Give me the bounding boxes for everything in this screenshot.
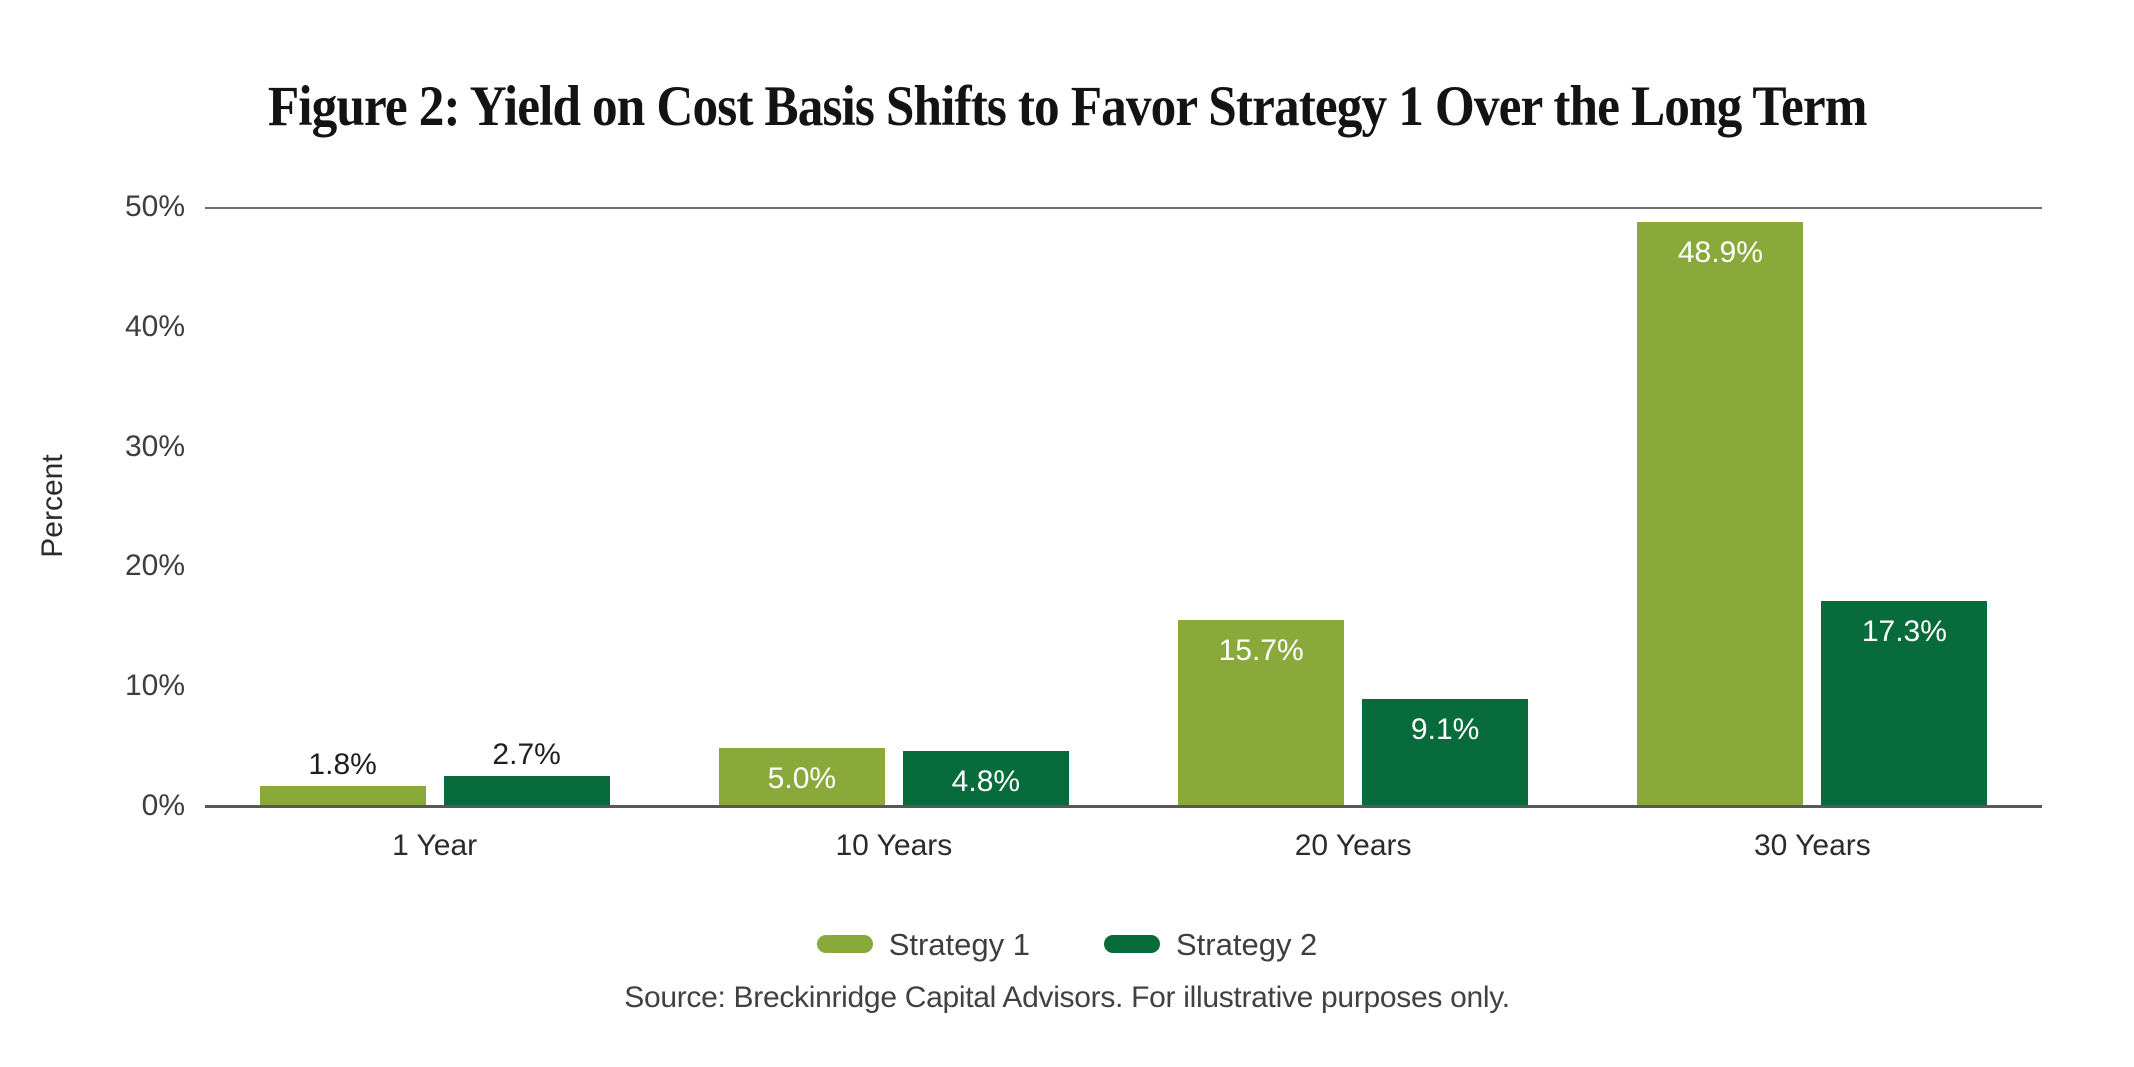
x-axis-line — [205, 805, 2042, 808]
y-tick-label: 0% — [141, 789, 185, 822]
chart-title-row: Figure 2: Yield on Cost Basis Shifts to … — [0, 75, 2134, 139]
legend: Strategy 1 Strategy 2 — [0, 922, 2134, 966]
source-note: Source: Breckinridge Capital Advisors. F… — [624, 981, 1510, 1014]
bar-strategy-2-10-years: 4.8% — [902, 750, 1069, 808]
bar-strategy-2-30-years: 17.3% — [1821, 600, 1988, 808]
y-tick-label: 50% — [124, 190, 185, 223]
strategy-2-swatch — [1104, 935, 1160, 953]
bar-value-label: 17.3% — [1861, 614, 1947, 648]
strategy-1-swatch — [816, 935, 873, 953]
y-tick-label: 30% — [124, 429, 185, 463]
x-category-label: 30 Years — [1753, 829, 1871, 862]
bar-value-label: 2.7% — [492, 737, 561, 771]
bar-value-label: 15.7% — [1218, 633, 1304, 667]
bar-value-label: 5.0% — [767, 762, 837, 796]
legend-item-strategy-1: Strategy 1 — [816, 926, 1030, 962]
bar-value-label: 1.8% — [308, 748, 377, 782]
bar-strategy-2-20-years: 9.1% — [1362, 698, 1529, 808]
legend-label-strategy-2: Strategy 2 — [1176, 926, 1318, 962]
bar-strategy-1-30-years: 48.9% — [1637, 222, 1804, 808]
legend-item-strategy-2: Strategy 2 — [1104, 929, 1317, 960]
plot-area: 1.8% 2.7% 5.0% 4.8% 15.7% 9.1% 48.9% 17.3% — [205, 207, 2042, 808]
y-tick-label: 10% — [124, 669, 185, 703]
bar-value-label: 4.8% — [951, 764, 1021, 798]
x-category-label: 20 Years — [1294, 829, 1412, 862]
x-category-label: 1 Year — [392, 829, 478, 862]
chart-title: Figure 2: Yield on Cost Basis Shifts to … — [267, 75, 1868, 138]
bar-strategy-1-10-years: 5.0% — [718, 748, 885, 808]
x-category-label: 10 Years — [835, 829, 953, 862]
bar-strategy-2-1-year: 2.7% — [443, 738, 610, 808]
y-tick-label: 40% — [124, 309, 185, 343]
bar-value-label: 48.9% — [1677, 236, 1763, 270]
bar-value-label: 9.1% — [1410, 712, 1480, 746]
legend-label-strategy-1: Strategy 1 — [888, 926, 1030, 962]
bar-strategy-1-1-year: 1.8% — [259, 748, 426, 808]
y-tick-label: 20% — [124, 549, 185, 583]
bar-strategy-1-20-years: 15.7% — [1178, 619, 1345, 808]
